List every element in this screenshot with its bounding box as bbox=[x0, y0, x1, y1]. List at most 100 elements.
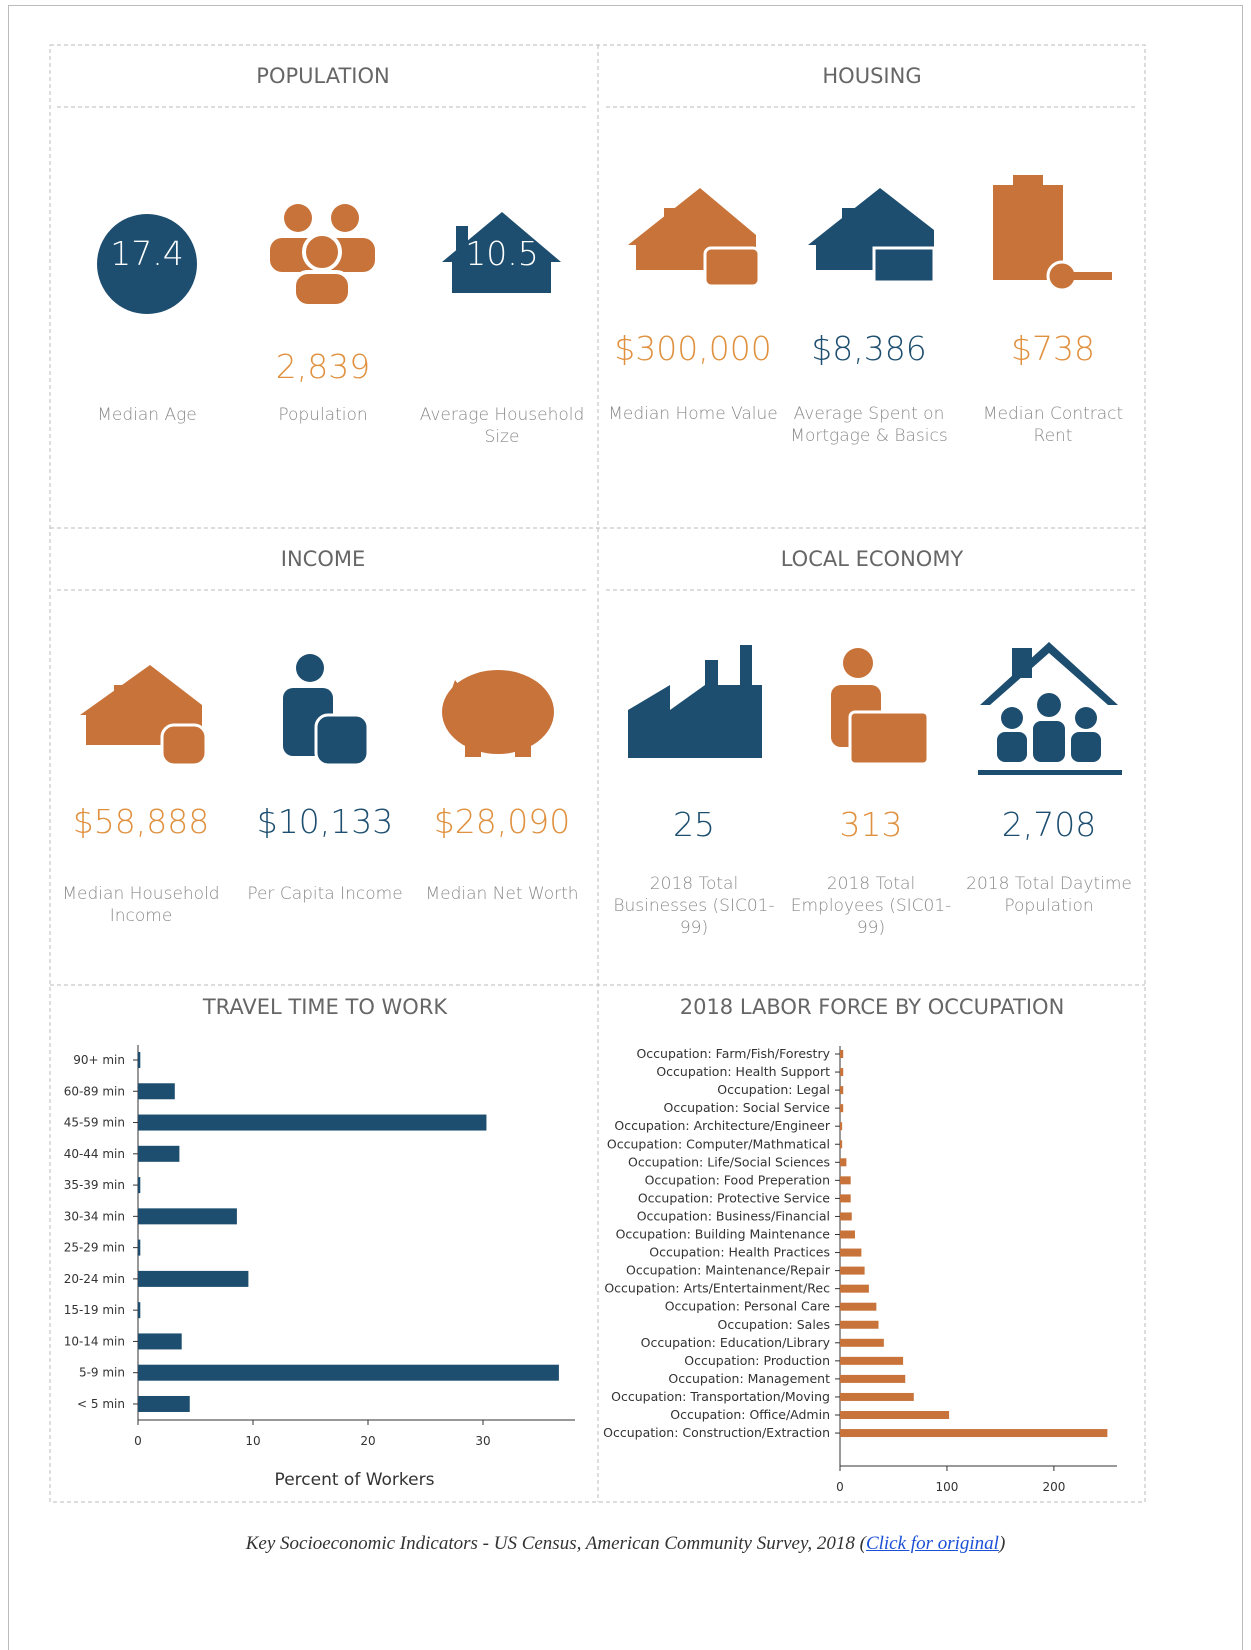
bar bbox=[840, 1122, 843, 1131]
y-tick-label: Occupation: Computer/Mathmatical bbox=[607, 1136, 830, 1151]
icons bbox=[80, 175, 1122, 775]
caption-link[interactable]: Click for original bbox=[865, 1533, 999, 1554]
y-tick-label: Occupation: Arts/Entertainment/Rec bbox=[604, 1281, 830, 1296]
bar bbox=[138, 1333, 182, 1350]
stat-label: 2018 Total Employees (SIC01-99) bbox=[790, 874, 952, 938]
stat-label: Median Net Worth bbox=[425, 884, 579, 904]
y-tick-label: Occupation: Legal bbox=[717, 1082, 830, 1097]
y-tick-label: Occupation: Building Maintenance bbox=[616, 1227, 831, 1242]
bar bbox=[840, 1320, 879, 1329]
bar bbox=[840, 1411, 950, 1419]
stat-label: Median Contract Rent bbox=[982, 404, 1124, 446]
bar bbox=[138, 1145, 180, 1162]
y-tick-label: Occupation: Protective Service bbox=[638, 1190, 830, 1205]
y-tick-label: 40-44 min bbox=[64, 1147, 125, 1161]
section-title: HOUSING bbox=[822, 64, 921, 88]
bar bbox=[840, 1176, 851, 1185]
x-tick-label: 100 bbox=[935, 1480, 958, 1494]
y-tick-label: Occupation: Office/Admin bbox=[670, 1407, 830, 1422]
stat-value: 313 bbox=[839, 805, 903, 844]
bar bbox=[138, 1177, 141, 1194]
stat-label: Average Spent on Mortgage & Basics bbox=[790, 404, 948, 446]
y-tick-label: Occupation: Maintenance/Repair bbox=[626, 1263, 831, 1278]
x-axis-label: Percent of Workers bbox=[275, 1470, 435, 1490]
stat-label: Population bbox=[278, 405, 368, 425]
x-tick-label: 0 bbox=[836, 1480, 844, 1494]
stat-value: 2,708 bbox=[1001, 805, 1097, 844]
y-tick-label: Occupation: Architecture/Engineer bbox=[614, 1118, 830, 1133]
stat-value: 25 bbox=[673, 805, 715, 844]
y-tick-label: 90+ min bbox=[73, 1053, 125, 1067]
bar bbox=[840, 1140, 843, 1149]
bar bbox=[840, 1104, 844, 1113]
bar bbox=[138, 1270, 249, 1287]
bar bbox=[840, 1194, 851, 1203]
x-tick-label: 10 bbox=[245, 1434, 260, 1448]
stat-value: $10,133 bbox=[256, 802, 394, 841]
y-tick-label: 60-89 min bbox=[64, 1084, 125, 1098]
y-tick-label: Occupation: Social Service bbox=[664, 1100, 831, 1115]
stat-label: 2018 Total Daytime Population bbox=[966, 874, 1132, 916]
y-tick-label: Occupation: Sales bbox=[718, 1317, 831, 1332]
bar bbox=[138, 1052, 141, 1068]
y-tick-label: Occupation: Transportation/Moving bbox=[611, 1389, 830, 1404]
bar bbox=[840, 1284, 869, 1293]
bar bbox=[840, 1356, 904, 1365]
stat-label: 2018 Total Businesses (SIC01-99) bbox=[613, 874, 775, 938]
bar bbox=[138, 1302, 141, 1319]
stat-value: 17.4 bbox=[110, 234, 184, 273]
stat-value: $8,386 bbox=[811, 329, 927, 368]
y-tick-label: Occupation: Personal Care bbox=[665, 1299, 831, 1314]
y-tick-label: 45-59 min bbox=[64, 1116, 125, 1130]
x-tick-label: 30 bbox=[475, 1434, 490, 1448]
bar bbox=[840, 1302, 877, 1311]
caption-close: ) bbox=[998, 1533, 1006, 1554]
stat-value: $58,888 bbox=[72, 802, 210, 841]
bar bbox=[138, 1208, 237, 1225]
y-tick-label: Occupation: Health Practices bbox=[649, 1245, 830, 1260]
y-tick-label: 30-34 min bbox=[64, 1209, 125, 1223]
bar bbox=[840, 1429, 1108, 1438]
section-title: LOCAL ECONOMY bbox=[781, 547, 964, 571]
bar bbox=[840, 1230, 855, 1239]
bar bbox=[840, 1338, 884, 1347]
stat-label: Median Home Value bbox=[608, 404, 778, 424]
bar bbox=[840, 1158, 847, 1167]
y-tick-label: Occupation: Management bbox=[668, 1371, 830, 1386]
y-tick-label: Occupation: Health Support bbox=[656, 1064, 830, 1079]
bar bbox=[840, 1374, 906, 1383]
y-tick-label: Occupation: Business/Financial bbox=[637, 1208, 830, 1223]
caption: Key Socioeconomic Indicators - US Census… bbox=[0, 1533, 1251, 1555]
bar bbox=[840, 1266, 865, 1275]
stat-label: Average Household Size bbox=[419, 405, 585, 447]
y-tick-label: Occupation: Education/Library bbox=[641, 1335, 831, 1350]
y-tick-label: Occupation: Life/Social Sciences bbox=[628, 1154, 830, 1169]
bar bbox=[840, 1086, 844, 1095]
bar bbox=[138, 1239, 141, 1256]
stat-label: Median Age bbox=[97, 405, 197, 425]
y-tick-label: 5-9 min bbox=[79, 1366, 125, 1380]
x-tick-label: 0 bbox=[134, 1434, 142, 1448]
frame bbox=[8, 5, 1243, 1650]
y-tick-label: 15-19 min bbox=[64, 1303, 125, 1317]
x-tick-label: 20 bbox=[360, 1434, 375, 1448]
y-tick-label: Occupation: Construction/Extraction bbox=[603, 1425, 830, 1440]
y-tick-label: Occupation: Production bbox=[684, 1353, 830, 1368]
bar bbox=[138, 1364, 559, 1381]
chart-title: TRAVEL TIME TO WORK bbox=[202, 995, 449, 1019]
bar bbox=[840, 1392, 914, 1401]
panel-borders bbox=[49, 44, 1146, 1503]
section-title: POPULATION bbox=[256, 64, 389, 88]
y-tick-label: 20-24 min bbox=[64, 1272, 125, 1286]
bar bbox=[138, 1114, 487, 1131]
stat-label: Median Household Income bbox=[62, 884, 220, 926]
stat-value: $28,090 bbox=[433, 802, 571, 841]
section-title: INCOME bbox=[281, 547, 365, 571]
stat-value: $300,000 bbox=[614, 329, 772, 368]
stat-value: $738 bbox=[1011, 329, 1095, 368]
stat-value: 2,839 bbox=[275, 347, 371, 386]
stat-value: 10.5 bbox=[465, 234, 539, 273]
stat-label: Per Capita Income bbox=[247, 884, 403, 904]
bar bbox=[840, 1050, 844, 1058]
